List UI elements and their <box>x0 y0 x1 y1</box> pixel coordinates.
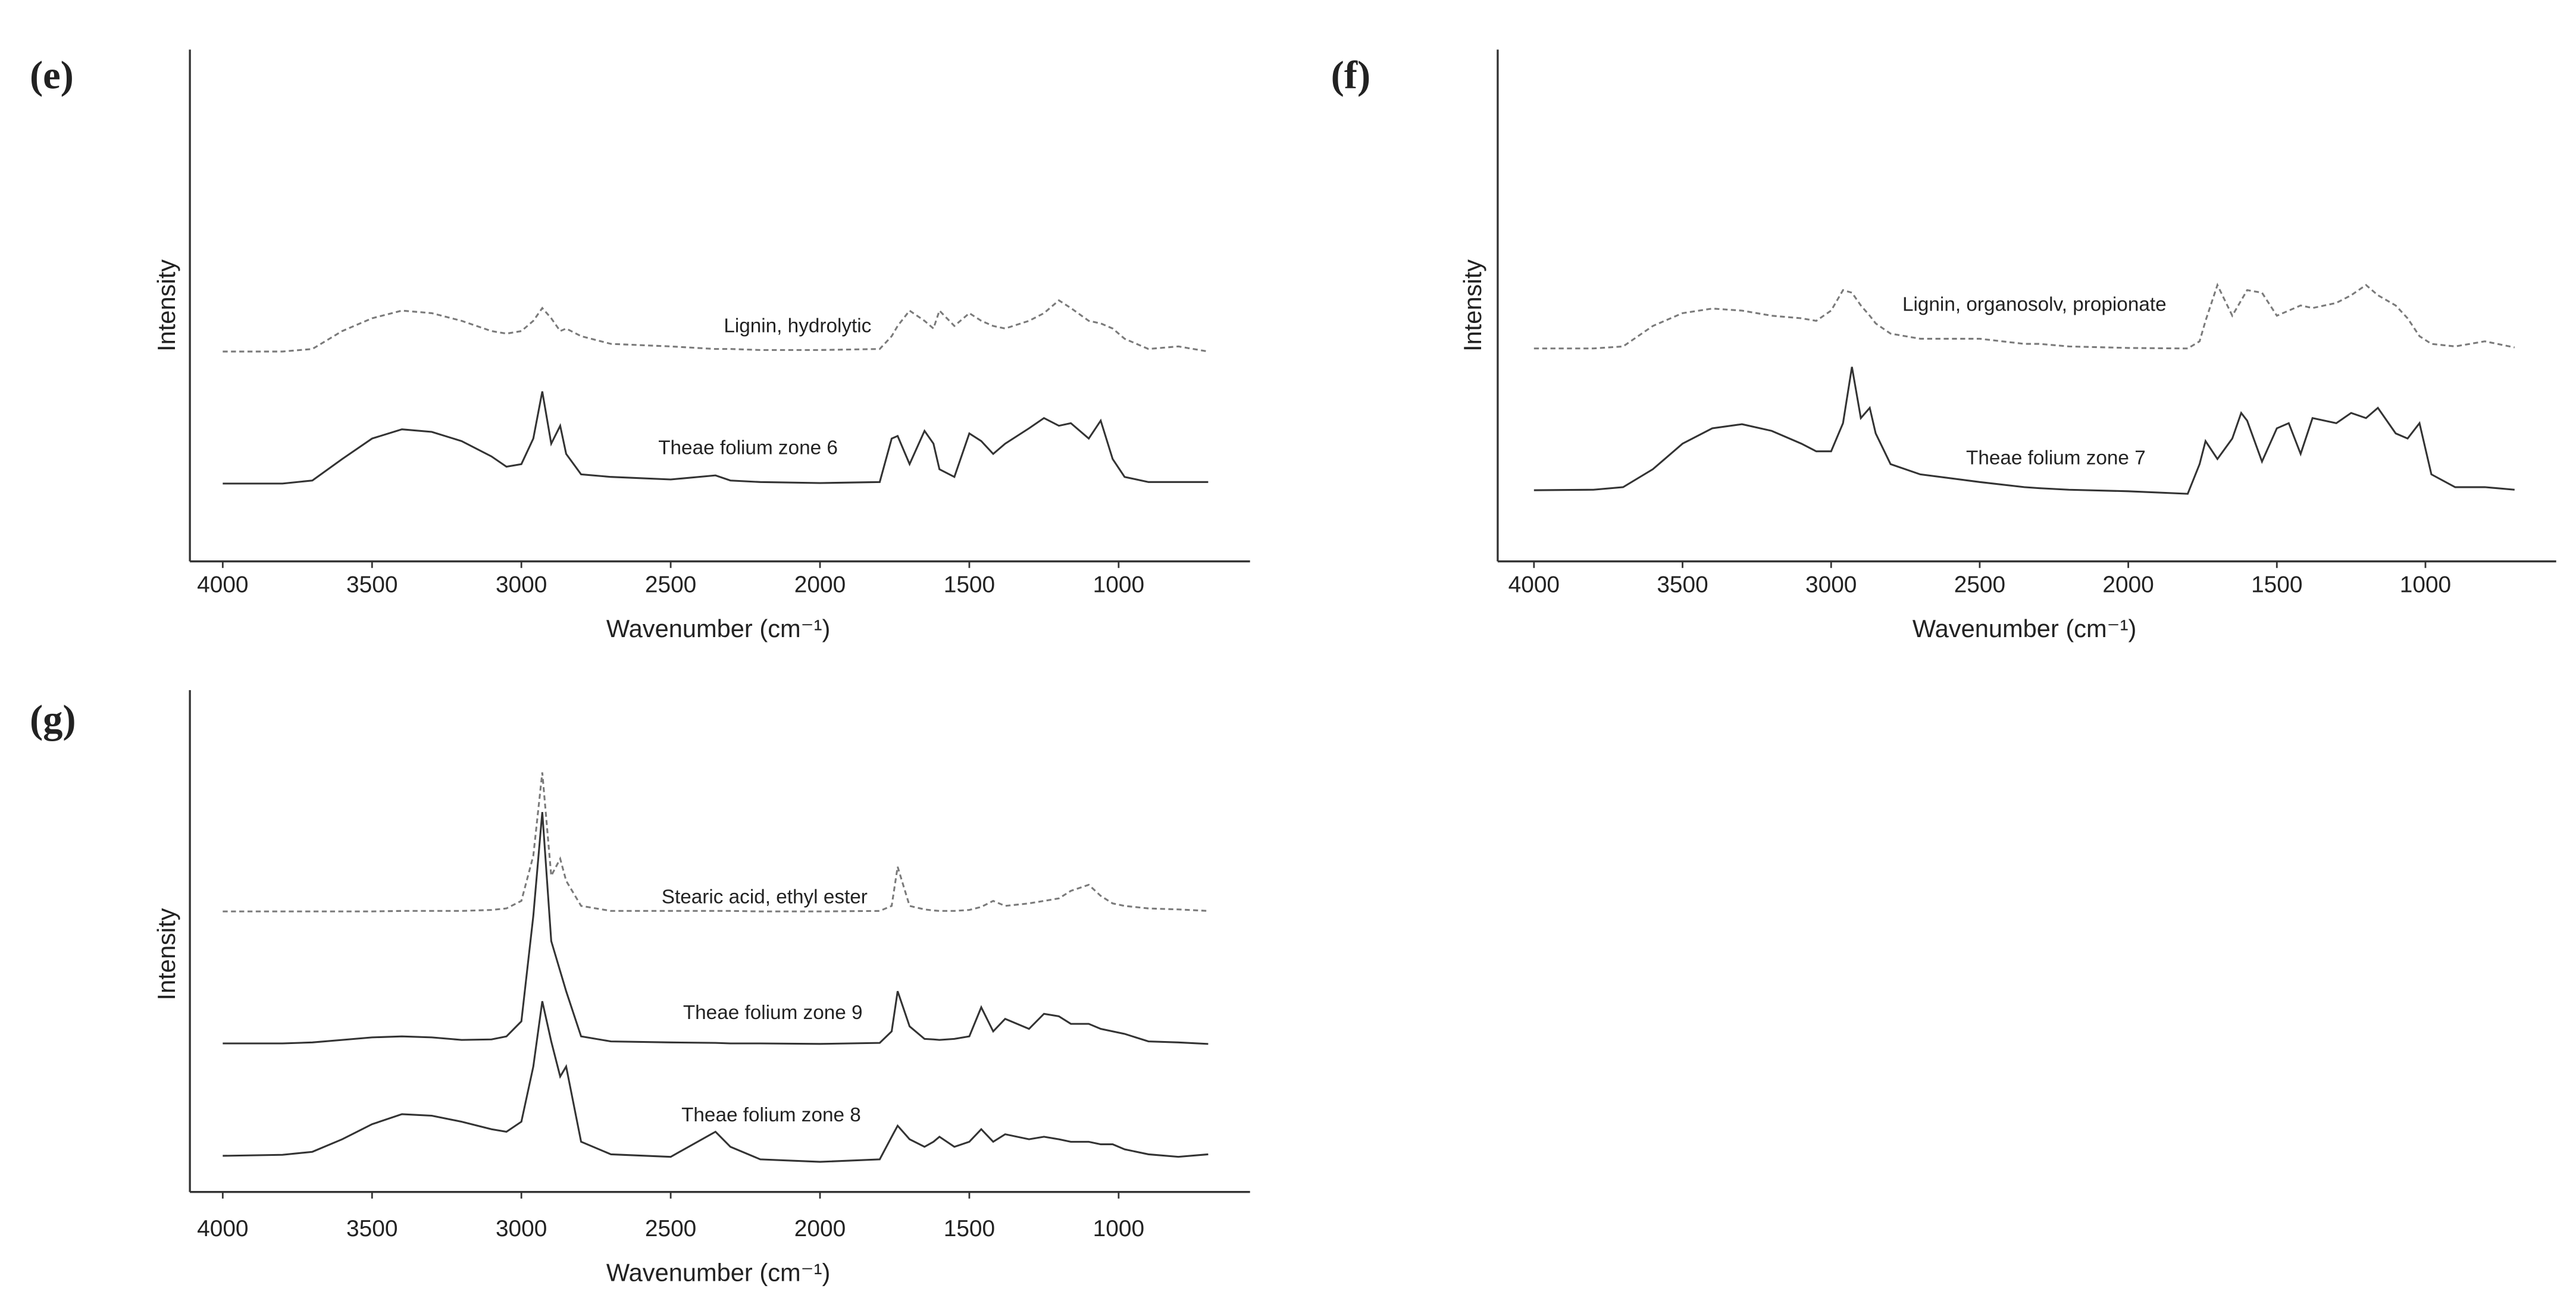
spectrum-line <box>223 1001 1209 1163</box>
x-axis-label: Wavenumber (cm⁻¹) <box>606 1258 830 1286</box>
x-tick-label: 4000 <box>1508 572 1560 598</box>
panel-label: (g) <box>30 698 76 741</box>
x-tick-label: 4000 <box>197 1216 248 1242</box>
x-tick-label: 1000 <box>2400 572 2451 598</box>
x-tick-label: 1500 <box>2251 572 2302 598</box>
x-tick-label: 2500 <box>645 572 696 598</box>
series-label: Theae folium zone 9 <box>683 1002 863 1024</box>
spectrum-line <box>1533 366 2515 495</box>
x-axis-label: Wavenumber (cm⁻¹) <box>1913 615 2136 642</box>
y-axis-label: Intensity <box>152 259 180 352</box>
series-label: Stearic acid, ethyl ester <box>662 886 868 908</box>
y-axis-label: Intensity <box>1458 259 1486 352</box>
x-tick-label: 2000 <box>794 572 846 598</box>
x-tick-label: 3000 <box>496 572 547 598</box>
x-tick-label: 2000 <box>794 1216 846 1242</box>
x-tick-label: 2500 <box>645 1216 696 1242</box>
x-axis-label: Wavenumber (cm⁻¹) <box>606 615 830 642</box>
x-tick-label: 3500 <box>346 1216 397 1242</box>
spectrum-line <box>223 299 1209 353</box>
spectrum-line <box>223 391 1209 485</box>
x-tick-label: 1000 <box>1093 1216 1144 1242</box>
series-label: Lignin, hydrolytic <box>724 315 871 337</box>
series-label: Lignin, organosolv, propionate <box>1902 293 2167 315</box>
y-axis-label: Intensity <box>152 908 180 1000</box>
x-tick-label: 1000 <box>1093 572 1144 598</box>
x-tick-label: 3500 <box>346 572 397 598</box>
x-tick-label: 3000 <box>1805 572 1857 598</box>
panel-label: (f) <box>1331 54 1371 98</box>
x-tick-label: 4000 <box>197 572 248 598</box>
x-tick-label: 3000 <box>496 1216 547 1242</box>
series-label: Theae folium zone 7 <box>1966 447 2146 469</box>
x-tick-label: 2500 <box>1954 572 2005 598</box>
x-tick-label: 1500 <box>944 1216 995 1242</box>
panel-label: (e) <box>30 54 74 98</box>
x-tick-label: 1500 <box>944 572 995 598</box>
x-tick-label: 3500 <box>1657 572 1708 598</box>
spectrum-line <box>1533 283 2515 350</box>
spectrum-line <box>223 772 1209 913</box>
series-label: Theae folium zone 8 <box>681 1104 861 1126</box>
series-label: Theae folium zone 6 <box>658 437 838 459</box>
x-tick-label: 2000 <box>2102 572 2154 598</box>
spectrum-line <box>223 811 1209 1045</box>
